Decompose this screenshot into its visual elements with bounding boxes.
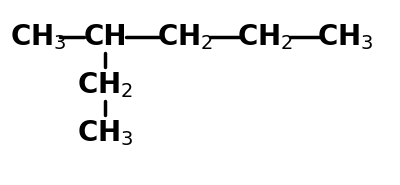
Text: CH: CH bbox=[83, 23, 127, 51]
Text: CH$_3$: CH$_3$ bbox=[77, 118, 133, 148]
Text: CH$_3$: CH$_3$ bbox=[10, 22, 66, 52]
Text: CH$_2$: CH$_2$ bbox=[237, 22, 293, 52]
Text: CH$_2$: CH$_2$ bbox=[157, 22, 213, 52]
Text: CH$_3$: CH$_3$ bbox=[317, 22, 373, 52]
Text: CH$_2$: CH$_2$ bbox=[77, 70, 133, 100]
